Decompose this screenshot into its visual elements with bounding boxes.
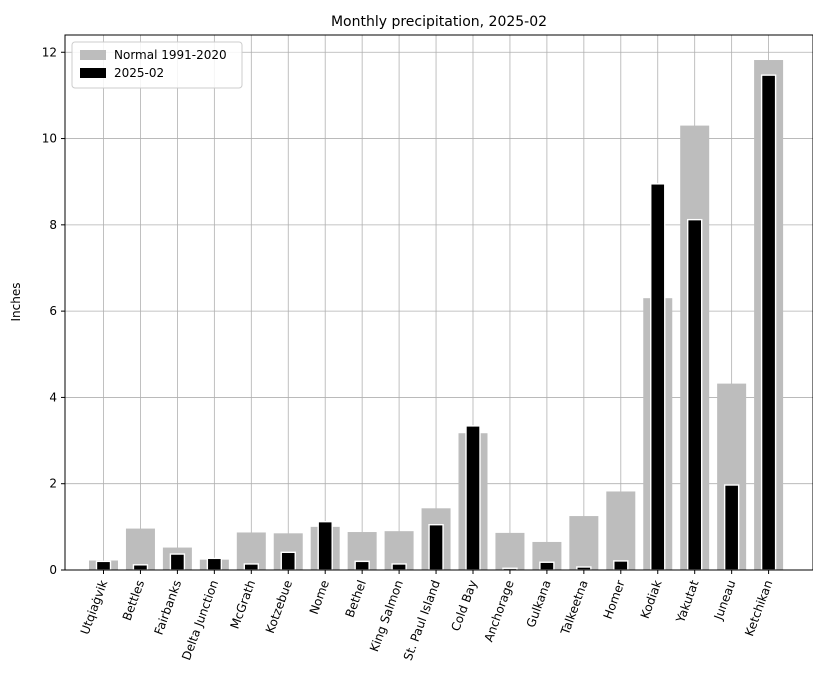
observed-bar bbox=[650, 183, 666, 571]
observed-bar bbox=[465, 425, 481, 571]
x-tick-label: Nome bbox=[307, 578, 332, 616]
y-tick-label: 0 bbox=[49, 563, 57, 577]
observed-bar bbox=[243, 563, 260, 571]
x-tick-label: Bethel bbox=[343, 578, 369, 619]
observed-bar bbox=[613, 560, 629, 571]
observed-bar bbox=[95, 560, 112, 571]
observed-bar bbox=[169, 553, 186, 571]
observed-bar bbox=[723, 484, 740, 571]
x-tick-label: Gulkana bbox=[524, 578, 554, 629]
x-tick-label: Delta Junction bbox=[179, 578, 221, 662]
y-axis-ticks: 0 2 4 6 8 10 12 bbox=[42, 45, 65, 577]
x-tick-label: Juneau bbox=[711, 578, 739, 622]
x-tick-label: Kodiak bbox=[638, 578, 665, 620]
x-tick-label: Kotzebue bbox=[263, 578, 295, 635]
x-tick-label: Cold Bay bbox=[448, 578, 479, 633]
legend-box bbox=[71, 41, 243, 89]
x-tick-label: Bettles bbox=[120, 578, 148, 622]
observed-bar bbox=[354, 560, 370, 571]
y-axis-label: Inches bbox=[9, 283, 23, 322]
chart-title: Monthly precipitation, 2025-02 bbox=[331, 14, 547, 30]
y-tick-label: 12 bbox=[42, 45, 57, 59]
x-tick-label: Utqiaġvik bbox=[78, 578, 111, 636]
x-tick-label: Ketchikan bbox=[742, 578, 775, 638]
x-tick-label: Talkeetna bbox=[558, 578, 591, 637]
observed-bar bbox=[280, 551, 296, 571]
normal-bar bbox=[125, 528, 155, 570]
x-tick-label: McGrath bbox=[228, 578, 259, 631]
observed-bar bbox=[760, 74, 777, 571]
legend-swatch bbox=[80, 50, 106, 60]
observed-bar bbox=[132, 564, 149, 571]
x-tick-label: Anchorage bbox=[481, 578, 516, 644]
normal-bar bbox=[495, 532, 525, 570]
legend-swatch bbox=[80, 68, 106, 78]
x-tick-label: Fairbanks bbox=[151, 578, 184, 637]
legend-label: Normal 1991-2020 bbox=[114, 48, 227, 62]
x-tick-label: St. Paul Island bbox=[401, 578, 443, 662]
x-tick-label: Yakutat bbox=[673, 578, 702, 625]
observed-bar bbox=[687, 218, 703, 571]
x-tick-label: King Salmon bbox=[367, 578, 406, 653]
y-tick-label: 2 bbox=[49, 477, 57, 491]
y-tick-label: 8 bbox=[49, 218, 57, 232]
x-tick-label: Homer bbox=[601, 578, 628, 621]
observed-bar bbox=[428, 523, 444, 571]
normal-bar bbox=[606, 491, 636, 570]
observed-bar bbox=[206, 557, 223, 571]
y-tick-label: 10 bbox=[42, 132, 57, 146]
observed-bar bbox=[391, 563, 407, 571]
y-tick-label: 4 bbox=[49, 390, 57, 404]
observed-bar bbox=[317, 520, 333, 571]
normal-bar bbox=[569, 516, 599, 570]
plot-frame bbox=[64, 34, 813, 571]
y-tick-label: 6 bbox=[49, 304, 57, 318]
legend: Normal 1991-2020 2025-02 bbox=[71, 41, 243, 89]
observed-bar bbox=[539, 561, 555, 571]
bars bbox=[89, 60, 784, 571]
legend-label: 2025-02 bbox=[114, 66, 164, 80]
